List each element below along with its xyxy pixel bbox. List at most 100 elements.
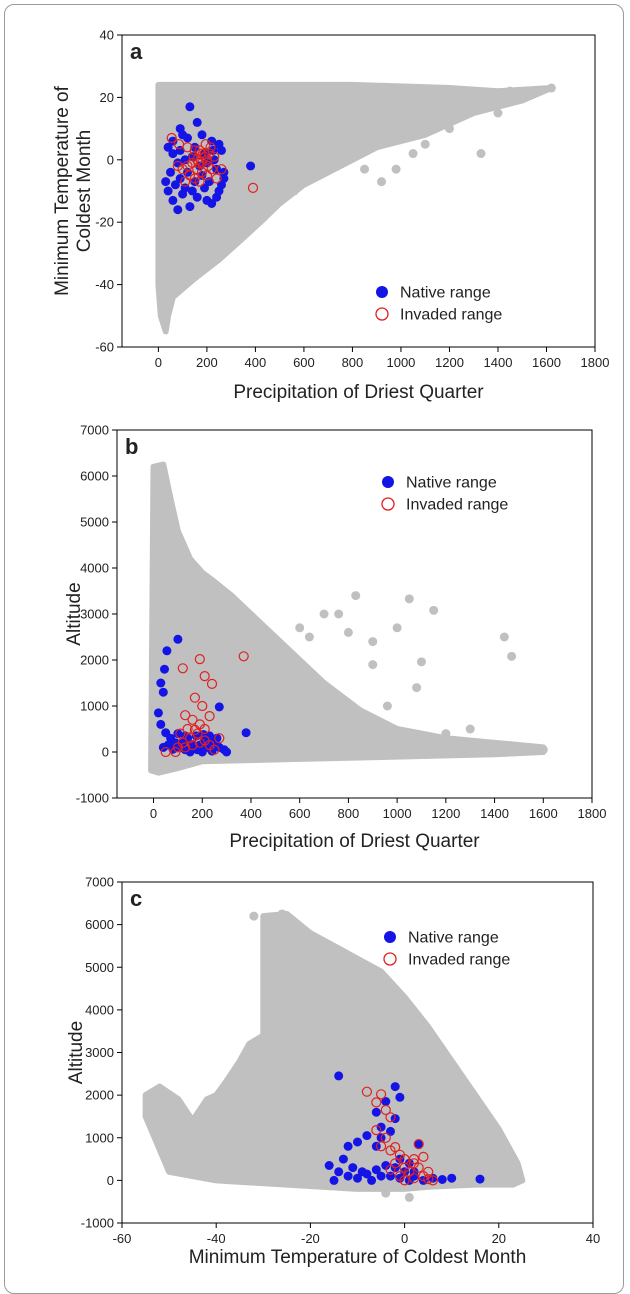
invaded-range-point [177,663,188,674]
invaded-range-point [376,1141,387,1152]
background-point [546,83,556,93]
x-axis-label: Precipitation of Driest Quarter [233,382,484,403]
invaded-range-point [180,710,191,721]
y-tick-label: -1000 [81,1216,114,1231]
background-point [476,149,486,159]
y-tick-label: 6000 [85,917,114,932]
background-point [429,605,439,615]
native-range-point [246,161,256,171]
y-tick-label: 3000 [80,607,109,622]
background-point [311,161,321,171]
legend-marker-invaded [383,952,397,966]
native-range-point [367,1175,377,1185]
background-point-cloud [155,81,555,335]
native-range-point [187,186,197,196]
invaded-range-point [371,1097,382,1108]
native-range-point [371,1107,381,1117]
invaded-range-point [199,670,210,682]
native-range-point [166,167,175,177]
y-tick-label: -1000 [76,791,109,806]
background-point [490,745,500,755]
invaded-range-point [371,1124,382,1136]
x-tick-label: 1200 [435,355,464,370]
background-point [277,909,287,919]
invaded-range-point [413,1162,424,1173]
x-tick-label: 1000 [386,355,415,370]
panel-label: c [130,886,142,911]
invaded-range-point [209,744,220,755]
background-point [285,655,295,665]
x-axis-label: Minimum Temperature of Coldest Month [189,1247,527,1268]
y-tick-label: 1000 [85,1130,114,1145]
panel-label: a [130,39,143,64]
x-tick-label: 1800 [581,355,610,370]
background-point [507,651,517,661]
native-range-point [381,1161,391,1170]
x-tick-label: 600 [293,355,315,370]
invaded-range-point [238,651,249,662]
native-range-point [192,192,202,202]
background-point [503,1167,513,1177]
background-point [360,164,370,174]
invaded-range-point [399,1175,410,1186]
invaded-range-point [182,723,193,735]
invaded-range-point [194,653,205,665]
native-range-point [190,142,200,152]
background-point [408,149,418,159]
y-tick-label: 6000 [80,469,109,484]
invaded-range-point [399,1162,410,1173]
x-tick-label: -60 [113,1231,132,1246]
legend-marker-native [376,286,388,298]
invaded-range-point [204,710,215,722]
y-axis-label: Coldest Month [74,130,95,253]
invaded-range-point [423,1173,434,1185]
y-tick-label: 1000 [80,699,109,714]
invaded-range-point [216,164,227,175]
native-range-point [162,646,172,656]
background-point [334,609,344,619]
background-point [323,145,333,155]
background-point [304,632,314,642]
native-range-point [156,678,166,688]
y-tick-label: 2000 [85,1088,114,1103]
legend-label-invaded: Invaded range [406,497,508,514]
native-range-point [175,174,185,183]
x-tick-label: 400 [245,355,267,370]
native-range-point [192,117,202,127]
y-tick-label: 4000 [80,561,109,576]
x-tick-label: 0 [155,355,162,370]
legend-label-native: Native range [400,285,491,302]
invaded-range-point [189,145,200,156]
native-range-point [168,195,178,205]
invaded-range-point [166,132,177,144]
native-range-point [357,1167,367,1177]
x-tick-label: 1000 [383,806,412,821]
x-tick-label: 1200 [431,806,460,821]
background-point [368,660,378,670]
native-range-point [170,180,180,190]
x-tick-label: 20 [492,1231,506,1246]
native-range-point [348,1163,358,1173]
y-tick-label: 7000 [85,875,114,890]
background-point [529,86,539,96]
invaded-range-point [199,723,210,735]
y-tick-label: 7000 [80,423,109,438]
y-tick-label: 0 [102,745,109,760]
native-range-point [353,1137,362,1147]
legend-label-invaded: Invaded range [400,307,502,324]
y-tick-label: 0 [107,1173,114,1188]
invaded-range-point [385,1164,396,1175]
native-range-point [160,664,169,674]
x-tick-label: 0 [401,1231,408,1246]
native-range-point [343,1171,353,1181]
x-tick-label: 1400 [484,355,513,370]
native-range-point [362,1131,372,1141]
y-axis-label: Altitude [66,1021,87,1084]
invaded-range-point [195,148,206,159]
background-point [295,623,305,633]
invaded-range-point [187,739,198,751]
background-point [538,745,548,755]
native-range-point [185,202,195,212]
native-range-point [414,1139,424,1149]
